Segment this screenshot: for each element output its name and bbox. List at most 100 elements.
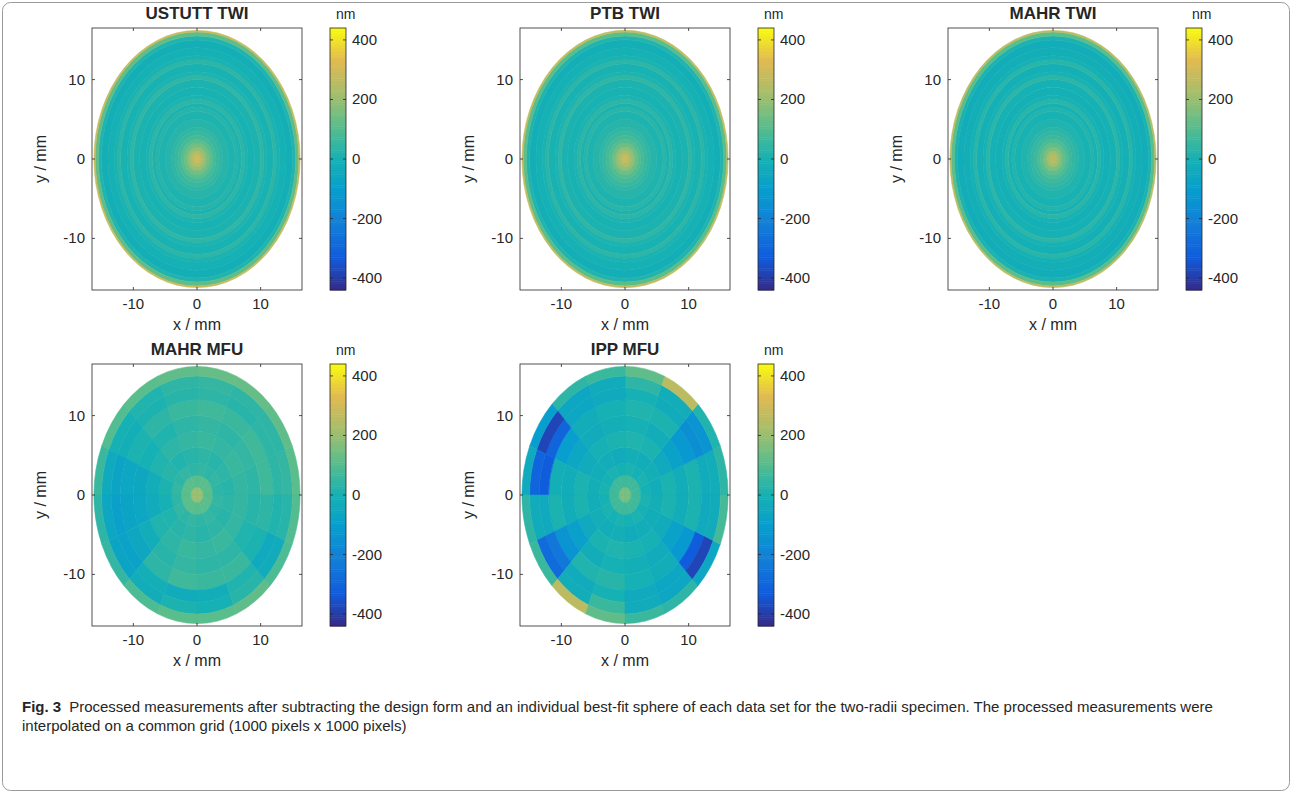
x-axis-title: x / mm	[173, 316, 221, 333]
heatmap-cells	[950, 30, 1156, 287]
heatmap-cell	[950, 30, 1156, 287]
y-tick	[1155, 238, 1158, 239]
panel-title: USTUTT TWI	[146, 4, 249, 23]
heatmap-cell	[195, 495, 197, 503]
heatmap-cell	[552, 579, 588, 614]
heatmap-cell	[522, 446, 537, 495]
colorbar-tick-label: 200	[780, 90, 805, 107]
colorbar-tick	[330, 159, 333, 160]
colorbar-tick	[1199, 39, 1202, 40]
y-tick	[520, 574, 523, 575]
colorbar-tick	[771, 218, 774, 219]
y-tick	[92, 159, 95, 160]
colorbar-tick	[1186, 39, 1189, 40]
x-tick	[625, 287, 626, 290]
colorbar-tick	[758, 99, 761, 100]
x-tick	[561, 28, 562, 31]
colorbar-tick	[343, 99, 346, 100]
y-tick	[727, 238, 730, 239]
colorbar-tick	[771, 39, 774, 40]
y-tick	[727, 79, 730, 80]
heatmap-cell	[522, 30, 728, 287]
y-tick	[299, 79, 302, 80]
colorbar-tick	[1186, 278, 1189, 279]
heatmap-cell	[124, 579, 160, 614]
colorbar-tick-label: 400	[352, 31, 377, 48]
colorbar-tick	[330, 495, 333, 496]
colorbar-frame	[758, 364, 774, 626]
y-tick	[727, 415, 730, 416]
y-tick-label: 0	[505, 486, 513, 503]
x-tick-label: 10	[252, 631, 269, 648]
heatmap-cell	[983, 72, 1123, 247]
heatmap-cell	[584, 107, 667, 210]
x-tick	[688, 287, 689, 290]
heatmap-cell	[197, 366, 236, 385]
colorbar-tick	[758, 614, 761, 615]
panel-title: PTB TWI	[590, 4, 660, 23]
heatmap-cell	[264, 404, 292, 449]
heatmap-cell	[558, 76, 692, 243]
x-tick	[561, 623, 562, 626]
colorbar-tick	[771, 99, 774, 100]
colorbar-tick	[343, 554, 346, 555]
x-tick-label: 0	[193, 295, 201, 312]
y-axis-title: y / mm	[32, 471, 49, 519]
heatmap-cell	[133, 80, 260, 239]
x-tick-label: 0	[1049, 295, 1057, 312]
colorbar-label: nm	[336, 342, 355, 358]
colorbar-tick-label: -400	[1208, 269, 1238, 286]
heatmap-cell	[530, 40, 721, 278]
heatmap-cell	[1012, 107, 1095, 210]
y-tick	[1155, 159, 1158, 160]
colorbar-tick-label: -200	[352, 546, 382, 563]
y-tick	[520, 415, 523, 416]
colorbar-tick	[771, 554, 774, 555]
heatmap-cell	[692, 404, 720, 449]
heatmap-cell	[964, 48, 1142, 270]
y-tick	[299, 495, 302, 496]
panel-title: MAHR TWI	[1010, 4, 1097, 23]
x-tick	[688, 28, 689, 31]
colorbar-tick	[343, 39, 346, 40]
colorbar-tick	[330, 614, 333, 615]
y-tick	[520, 238, 523, 239]
y-tick	[92, 415, 95, 416]
heatmap-cell	[95, 32, 299, 286]
colorbar-tick-label: 0	[352, 150, 360, 167]
colorbar-step	[1186, 28, 1202, 31]
heatmap-cell	[989, 80, 1116, 239]
heatmap-cell	[713, 446, 728, 495]
y-axis-title: y / mm	[460, 471, 477, 519]
colorbar-tick	[343, 614, 346, 615]
colorbar-tick	[1186, 218, 1189, 219]
heatmap-cell	[625, 475, 631, 488]
colorbar-label: nm	[336, 6, 355, 22]
colorbar-tick-label: 400	[1208, 31, 1233, 48]
x-tick	[197, 287, 198, 290]
y-tick	[727, 574, 730, 575]
colorbar-label: nm	[1192, 6, 1211, 22]
x-tick	[1053, 287, 1054, 290]
heatmap-cell	[954, 36, 1151, 282]
panel: -10010-10010x / mmy / mmMAHR TWI-400-200…	[888, 4, 1238, 333]
x-tick	[625, 623, 626, 626]
colorbar-tick	[758, 218, 761, 219]
heatmap-cell	[1008, 103, 1097, 214]
colorbar-step	[330, 364, 346, 367]
x-tick	[989, 287, 990, 290]
colorbar-step	[758, 28, 774, 31]
y-tick-label: -10	[491, 229, 513, 246]
heatmap-cell	[102, 40, 293, 278]
heatmap-cells	[522, 366, 728, 623]
figure-frame	[3, 3, 1290, 791]
colorbar-frame	[330, 28, 346, 290]
y-tick	[727, 495, 730, 496]
colorbar-tick	[330, 435, 333, 436]
y-axis-title: y / mm	[460, 135, 477, 183]
x-tick-label: 10	[680, 295, 697, 312]
colorbar-tick-label: 200	[352, 90, 377, 107]
x-tick	[133, 287, 134, 290]
heatmap-cell	[140, 87, 255, 230]
x-tick	[260, 623, 261, 626]
